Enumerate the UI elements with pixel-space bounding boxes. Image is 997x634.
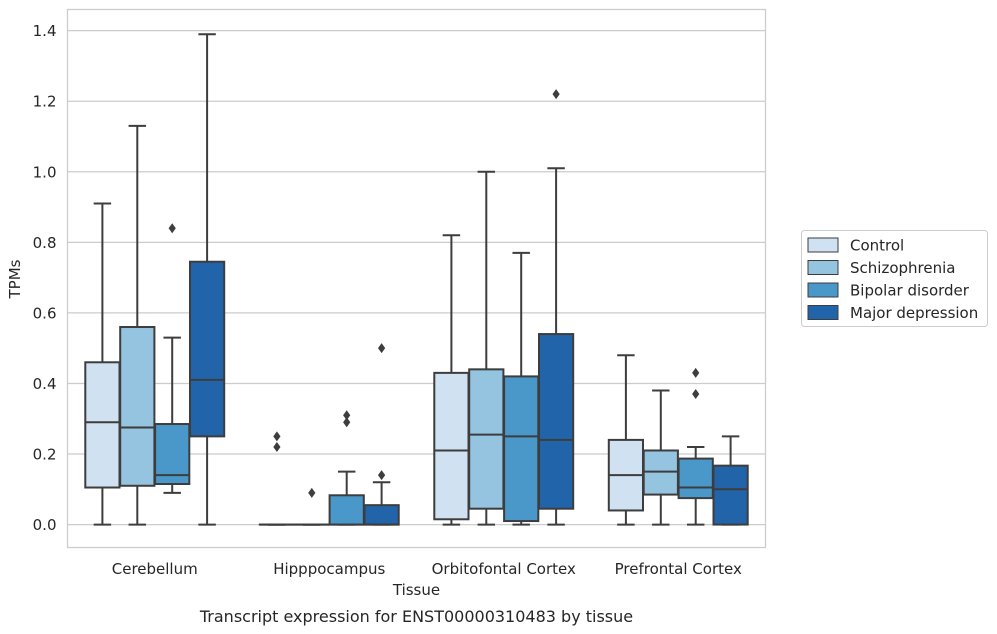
- box-schizophrenia: [642, 389, 679, 526]
- y-tick-label: 0.6: [33, 304, 57, 322]
- box-group: [433, 89, 575, 526]
- box-control: [84, 202, 121, 526]
- x-tick-label: Hipppocampus: [273, 560, 385, 578]
- iqr-box: [677, 457, 714, 500]
- outlier-point: [378, 343, 386, 354]
- outlier-point: [168, 223, 176, 234]
- y-tick-label: 0.8: [33, 234, 57, 252]
- legend-swatch: [807, 237, 839, 253]
- iqr-box: [433, 371, 470, 521]
- y-tick-label: 1.2: [33, 93, 57, 111]
- box-bipolar-disorder: [154, 223, 191, 494]
- box-bipolar-disorder: [503, 251, 540, 526]
- legend-swatch: [807, 305, 839, 320]
- iqr-box: [712, 464, 749, 526]
- legend-label: Schizophrenia: [850, 259, 955, 277]
- y-tick-label: 0.4: [33, 375, 57, 393]
- box-control: [433, 234, 470, 526]
- chart-title: Transcript expression for ENST0000031048…: [199, 607, 633, 626]
- box-group: [258, 343, 400, 526]
- box-major-depression: [363, 343, 400, 526]
- outlier-point: [378, 470, 386, 481]
- outlier-point: [273, 441, 281, 452]
- y-tick-labels: 0.0 0.2 0.4 0.6 0.8 1.0 1.2 1.4: [33, 22, 57, 534]
- x-axis-label: Tissue: [392, 581, 440, 599]
- x-tick-label: Orbitofontal Cortex: [432, 560, 576, 578]
- box-bipolar-disorder: [328, 410, 365, 526]
- box-major-depression: [712, 435, 749, 526]
- outlier-point: [692, 367, 700, 378]
- box-major-depression: [537, 89, 575, 526]
- legend-label: Major depression: [850, 304, 978, 322]
- legend-swatch: [807, 260, 839, 275]
- legend-frame: [801, 230, 988, 327]
- iqr-box: [537, 333, 575, 510]
- y-tick-label: 0.2: [33, 446, 57, 464]
- outlier-point: [692, 389, 700, 400]
- box-schizophrenia: [468, 170, 505, 526]
- outlier-point: [343, 410, 351, 421]
- plot-frame: [66, 8, 767, 549]
- iqr-box: [468, 368, 505, 510]
- iqr-box: [363, 504, 400, 526]
- y-tick-label: 1.4: [33, 22, 57, 40]
- outlier-point: [308, 487, 316, 498]
- iqr-box: [188, 260, 226, 438]
- box-group: [607, 354, 749, 526]
- iqr-box: [84, 361, 121, 489]
- outlier-point: [343, 417, 351, 428]
- box-groups: [84, 33, 749, 526]
- x-tick-label: Prefrontal Cortex: [615, 560, 742, 578]
- box-major-depression: [188, 33, 226, 526]
- outlier-point: [552, 89, 560, 100]
- box-schizophrenia: [119, 124, 156, 526]
- legend-label: Bipolar disorder: [850, 282, 970, 300]
- box-group: [84, 33, 226, 526]
- legend: Control Schizophrenia Bipolar disorder Majo…: [801, 230, 988, 327]
- y-axis-label: TPMs: [6, 259, 24, 299]
- legend-swatch: [807, 282, 839, 298]
- outlier-point: [273, 431, 281, 442]
- x-tick-labels: Cerebellum Hipppocampus Orbitofontal Corte…: [112, 560, 742, 578]
- y-tick-label: 1.0: [33, 163, 57, 181]
- iqr-box: [503, 375, 540, 523]
- iqr-box: [154, 423, 191, 485]
- iqr-box: [328, 494, 365, 526]
- y-tick-label: 0.0: [33, 516, 57, 534]
- legend-label: Control: [850, 237, 904, 255]
- box-control: [607, 354, 645, 526]
- x-tick-label: Cerebellum: [112, 560, 198, 578]
- iqr-box: [119, 326, 156, 487]
